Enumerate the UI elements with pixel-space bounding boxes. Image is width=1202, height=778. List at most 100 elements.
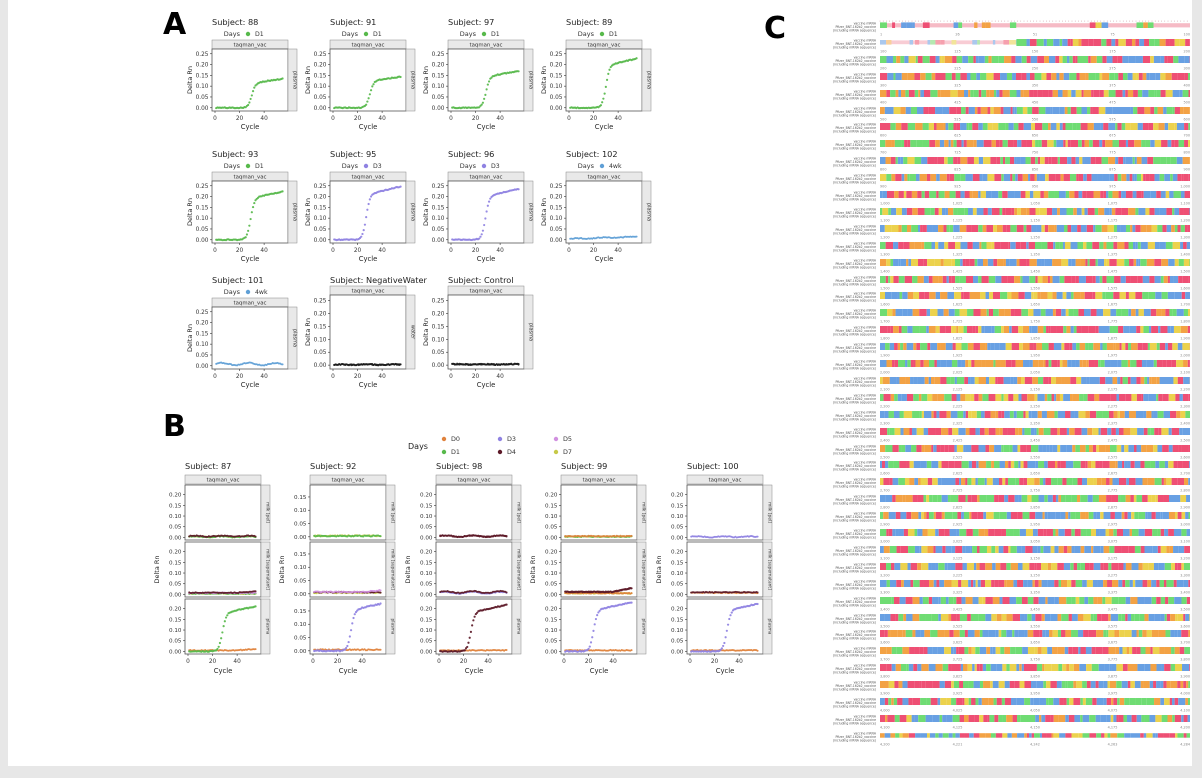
nucleotide-segment	[921, 393, 928, 401]
y-tick-label: 0.25	[432, 299, 445, 305]
nucleotide-segment-pale	[972, 39, 978, 45]
nucleotide-segment	[978, 275, 982, 283]
position-tick-label: 1,675	[1108, 303, 1118, 307]
nucleotide-segment	[1141, 174, 1144, 182]
alignment-row-label-line: Pfizer_BNT-162b2_vaccine	[835, 126, 876, 130]
x-axis-title: Cycle	[716, 667, 735, 675]
nucleotide-segment	[1131, 38, 1136, 46]
y-tick-label: 0.10	[294, 508, 307, 514]
nucleotide-segment	[897, 157, 901, 165]
nucleotide-segment	[956, 393, 961, 401]
nucleotide-segment	[900, 343, 904, 351]
data-point	[253, 86, 256, 89]
nucleotide-segment	[882, 207, 889, 215]
nucleotide-segment	[961, 360, 966, 367]
position-tick-label: 700	[1184, 134, 1190, 138]
nucleotide-segment	[917, 207, 925, 215]
data-point	[726, 623, 730, 626]
legend-title: Days	[224, 162, 241, 170]
nucleotide-segment	[984, 55, 989, 63]
position-tick-label: 900	[1184, 168, 1190, 172]
alignment-row-1: vaccine mRNAPfizer_BNT-162b2_vaccine(inc…	[833, 20, 1190, 37]
alignment-row-label-line: Pfizer_BNT-162b2_vaccine	[835, 363, 876, 367]
data-point	[602, 97, 605, 100]
y-tick-label: 0.10	[550, 216, 563, 222]
nucleotide-segment	[1103, 309, 1111, 317]
nucleotide-segment	[883, 393, 891, 401]
nucleotide-segment	[965, 106, 969, 114]
nucleotide-segment	[1076, 326, 1082, 334]
nucleotide-segment	[939, 140, 945, 148]
data-point	[592, 629, 595, 632]
nucleotide-segment	[956, 376, 965, 384]
nucleotide-segment	[1161, 258, 1169, 266]
facet-strip-right	[405, 294, 416, 370]
nucleotide-segment	[943, 258, 952, 266]
nucleotide-segment	[992, 123, 999, 131]
position-tick-label: 300	[880, 83, 886, 87]
nucleotide-segment	[1170, 157, 1177, 165]
nucleotide-segment	[1050, 106, 1053, 114]
legend-day-label: D1	[255, 31, 264, 38]
nucleotide-segment	[1153, 157, 1161, 165]
nucleotide-segment	[1006, 72, 1013, 80]
nucleotide-segment	[1132, 157, 1135, 165]
nucleotide-segment	[880, 191, 883, 198]
nucleotide-segment	[999, 343, 1006, 351]
x-tick-label: 40	[496, 374, 504, 380]
nucleotide-segment	[1010, 174, 1013, 182]
nucleotide-segment	[1166, 376, 1174, 384]
data-point	[379, 648, 382, 651]
nucleotide-segment	[1056, 224, 1065, 232]
position-tick-label: 850	[1032, 168, 1038, 172]
nucleotide-segment-pale	[927, 39, 931, 45]
facet-strip-top-label: taqman_vac	[352, 43, 385, 49]
nucleotide-segment	[1075, 157, 1080, 165]
nucleotide-segment	[1118, 326, 1124, 334]
y-tick-label: 0.10	[432, 337, 445, 343]
nucleotide-segment	[893, 258, 899, 266]
alignment-row-label-line: vaccine mRNA	[854, 72, 877, 76]
nucleotide-segment	[985, 360, 994, 367]
nucleotide-segment	[1151, 224, 1158, 232]
position-tick-label: 900	[880, 185, 886, 189]
nucleotide-segment	[886, 89, 891, 97]
nucleotide-segment	[1015, 360, 1024, 367]
nucleotide-segment	[880, 292, 885, 300]
position-tick-label: 400	[880, 100, 886, 104]
y-tick-label: 0.00	[420, 535, 433, 541]
nucleotide-segment	[905, 89, 909, 97]
nucleotide-segment	[1042, 123, 1049, 131]
nucleotide-segment	[1026, 207, 1030, 215]
y-tick-label: 0.10	[196, 216, 209, 222]
nucleotide-segment	[1062, 360, 1068, 367]
nucleotide-segment	[1078, 174, 1084, 182]
nucleotide-segment	[1040, 309, 1046, 317]
nucleotide-segment	[1178, 55, 1185, 63]
y-tick-label: 0.00	[432, 106, 445, 112]
nucleotide-segment	[926, 224, 933, 232]
nucleotide-segment	[1048, 343, 1054, 351]
nucleotide-segment	[1099, 275, 1103, 283]
nucleotide-segment	[1078, 309, 1084, 317]
nucleotide-segment	[1160, 326, 1168, 334]
position-tick-label: 2,125	[953, 387, 963, 391]
nucleotide-segment	[1070, 106, 1077, 114]
nucleotide-segment	[1027, 106, 1033, 114]
nucleotide-segment	[928, 376, 932, 384]
nucleotide-segment	[1117, 123, 1122, 131]
position-tick-label: 1,050	[1030, 202, 1040, 206]
nucleotide-segment	[1143, 326, 1149, 334]
plot-panel	[211, 306, 289, 370]
nucleotide-segment	[1055, 309, 1062, 317]
nucleotide-segment	[988, 275, 996, 283]
nucleotide-segment	[1067, 224, 1072, 232]
nucleotide-segment	[1136, 326, 1141, 334]
nucleotide-segment	[1048, 376, 1051, 384]
nucleotide-segment	[1136, 360, 1142, 367]
position-tick-label: 1,000	[1180, 185, 1190, 189]
facet-strip-top-label: taqman_vac	[470, 43, 503, 49]
data-point	[481, 229, 485, 232]
